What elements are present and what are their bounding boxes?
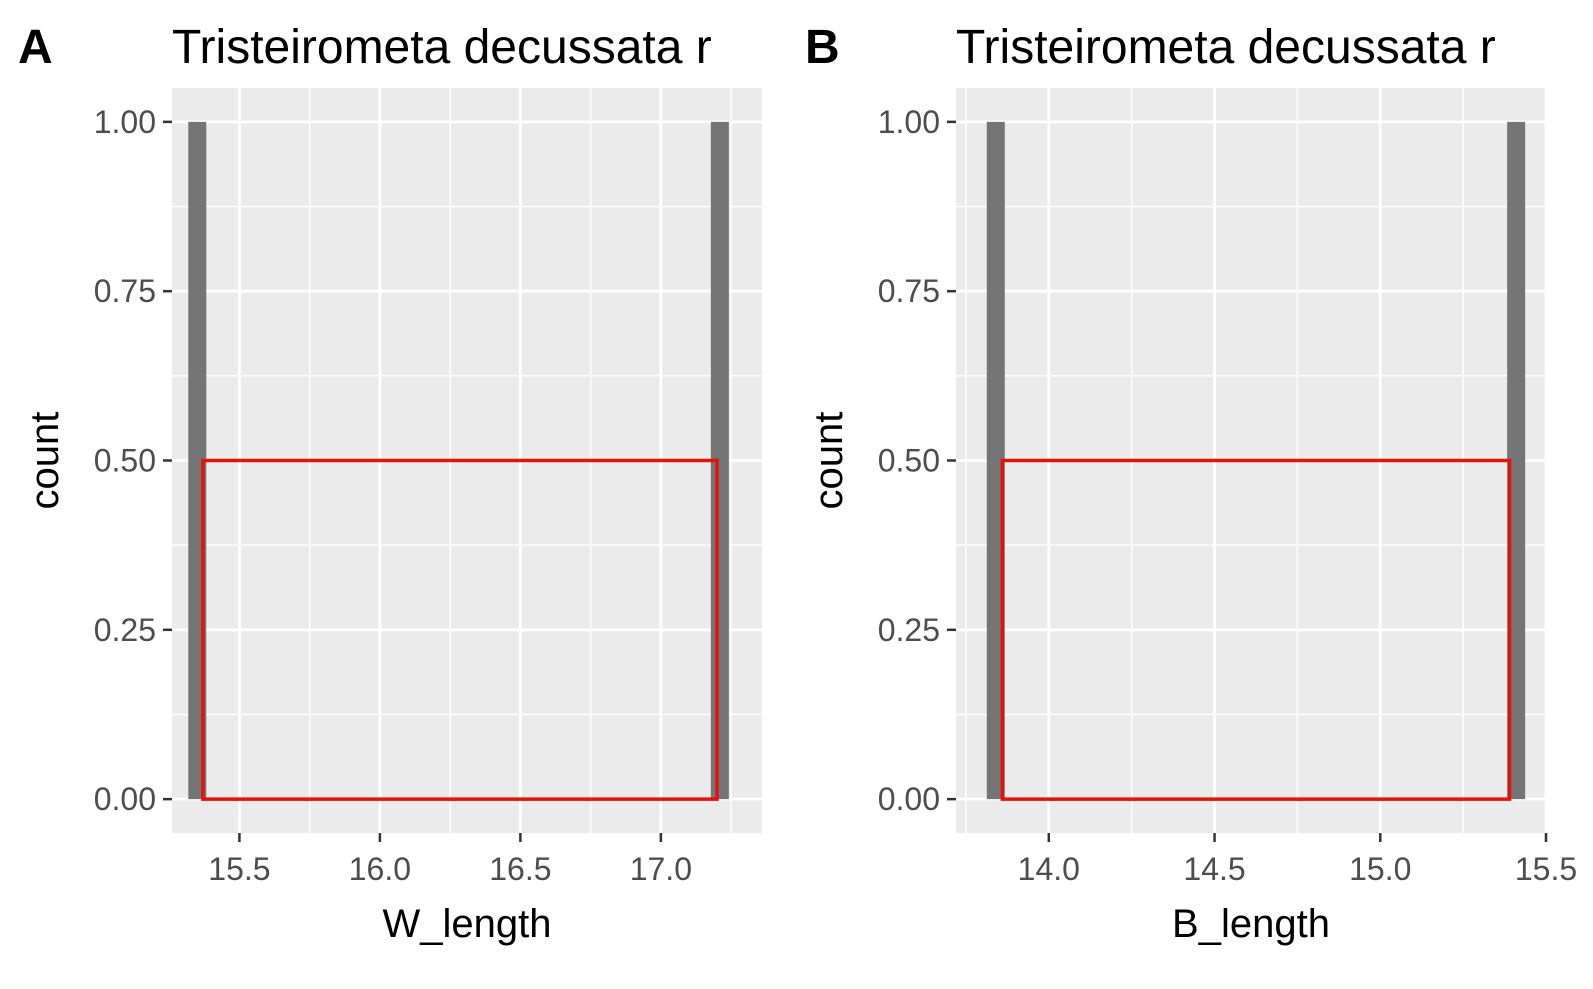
plot-area: [956, 88, 1546, 833]
histogram-bar: [986, 121, 1005, 800]
x-tick-label: 15.0: [1349, 851, 1411, 887]
y-tick-label: 0.75: [878, 273, 940, 309]
y-tick-label: 0.00: [878, 781, 940, 817]
y-tick-label: 0.00: [94, 781, 156, 817]
y-tick-label: 1.00: [878, 104, 940, 140]
y-tick-label: 0.25: [94, 612, 156, 648]
plot-title: Tristeirometa decussata r: [172, 21, 712, 74]
y-axis-title: count: [23, 412, 67, 510]
plot-area: [172, 88, 762, 833]
x-tick-label: 14.5: [1183, 851, 1245, 887]
x-tick-label: 17.0: [630, 851, 692, 887]
highlight-rect: [201, 458, 719, 801]
panel-tag: A: [18, 21, 53, 74]
histogram-bar: [1507, 121, 1526, 800]
y-tick-label: 0.75: [94, 273, 156, 309]
x-tick-label: 16.5: [489, 851, 551, 887]
y-tick-label: 0.50: [878, 443, 940, 479]
x-tick-label: 15.5: [1515, 851, 1577, 887]
y-tick-label: 1.00: [94, 104, 156, 140]
x-axis-title: W_length: [383, 902, 552, 946]
title-clip-cover: [786, 0, 805, 80]
x-tick-label: 15.5: [208, 851, 270, 887]
y-tick-label: 0.50: [94, 443, 156, 479]
plot-title: Tristeirometa decussata r: [956, 21, 1496, 74]
x-tick-label: 14.0: [1018, 851, 1080, 887]
x-tick-label: 16.0: [349, 851, 411, 887]
y-tick-label: 0.25: [878, 612, 940, 648]
chart-panel-b: 0.00 0.25 0.50 0.75 1.00 14.0 14.5 15.0 15.5 B_le…: [807, 21, 1577, 946]
highlight-rect: [1000, 458, 1512, 801]
panel-tag: B: [805, 21, 840, 74]
y-axis-title: count: [807, 412, 851, 510]
x-axis-title: B_length: [1172, 902, 1330, 946]
chart-panel-a: 0.00 0.25 0.50 0.75 1.00 15.5 16.0 16.5 17.0 W_le…: [18, 21, 762, 946]
